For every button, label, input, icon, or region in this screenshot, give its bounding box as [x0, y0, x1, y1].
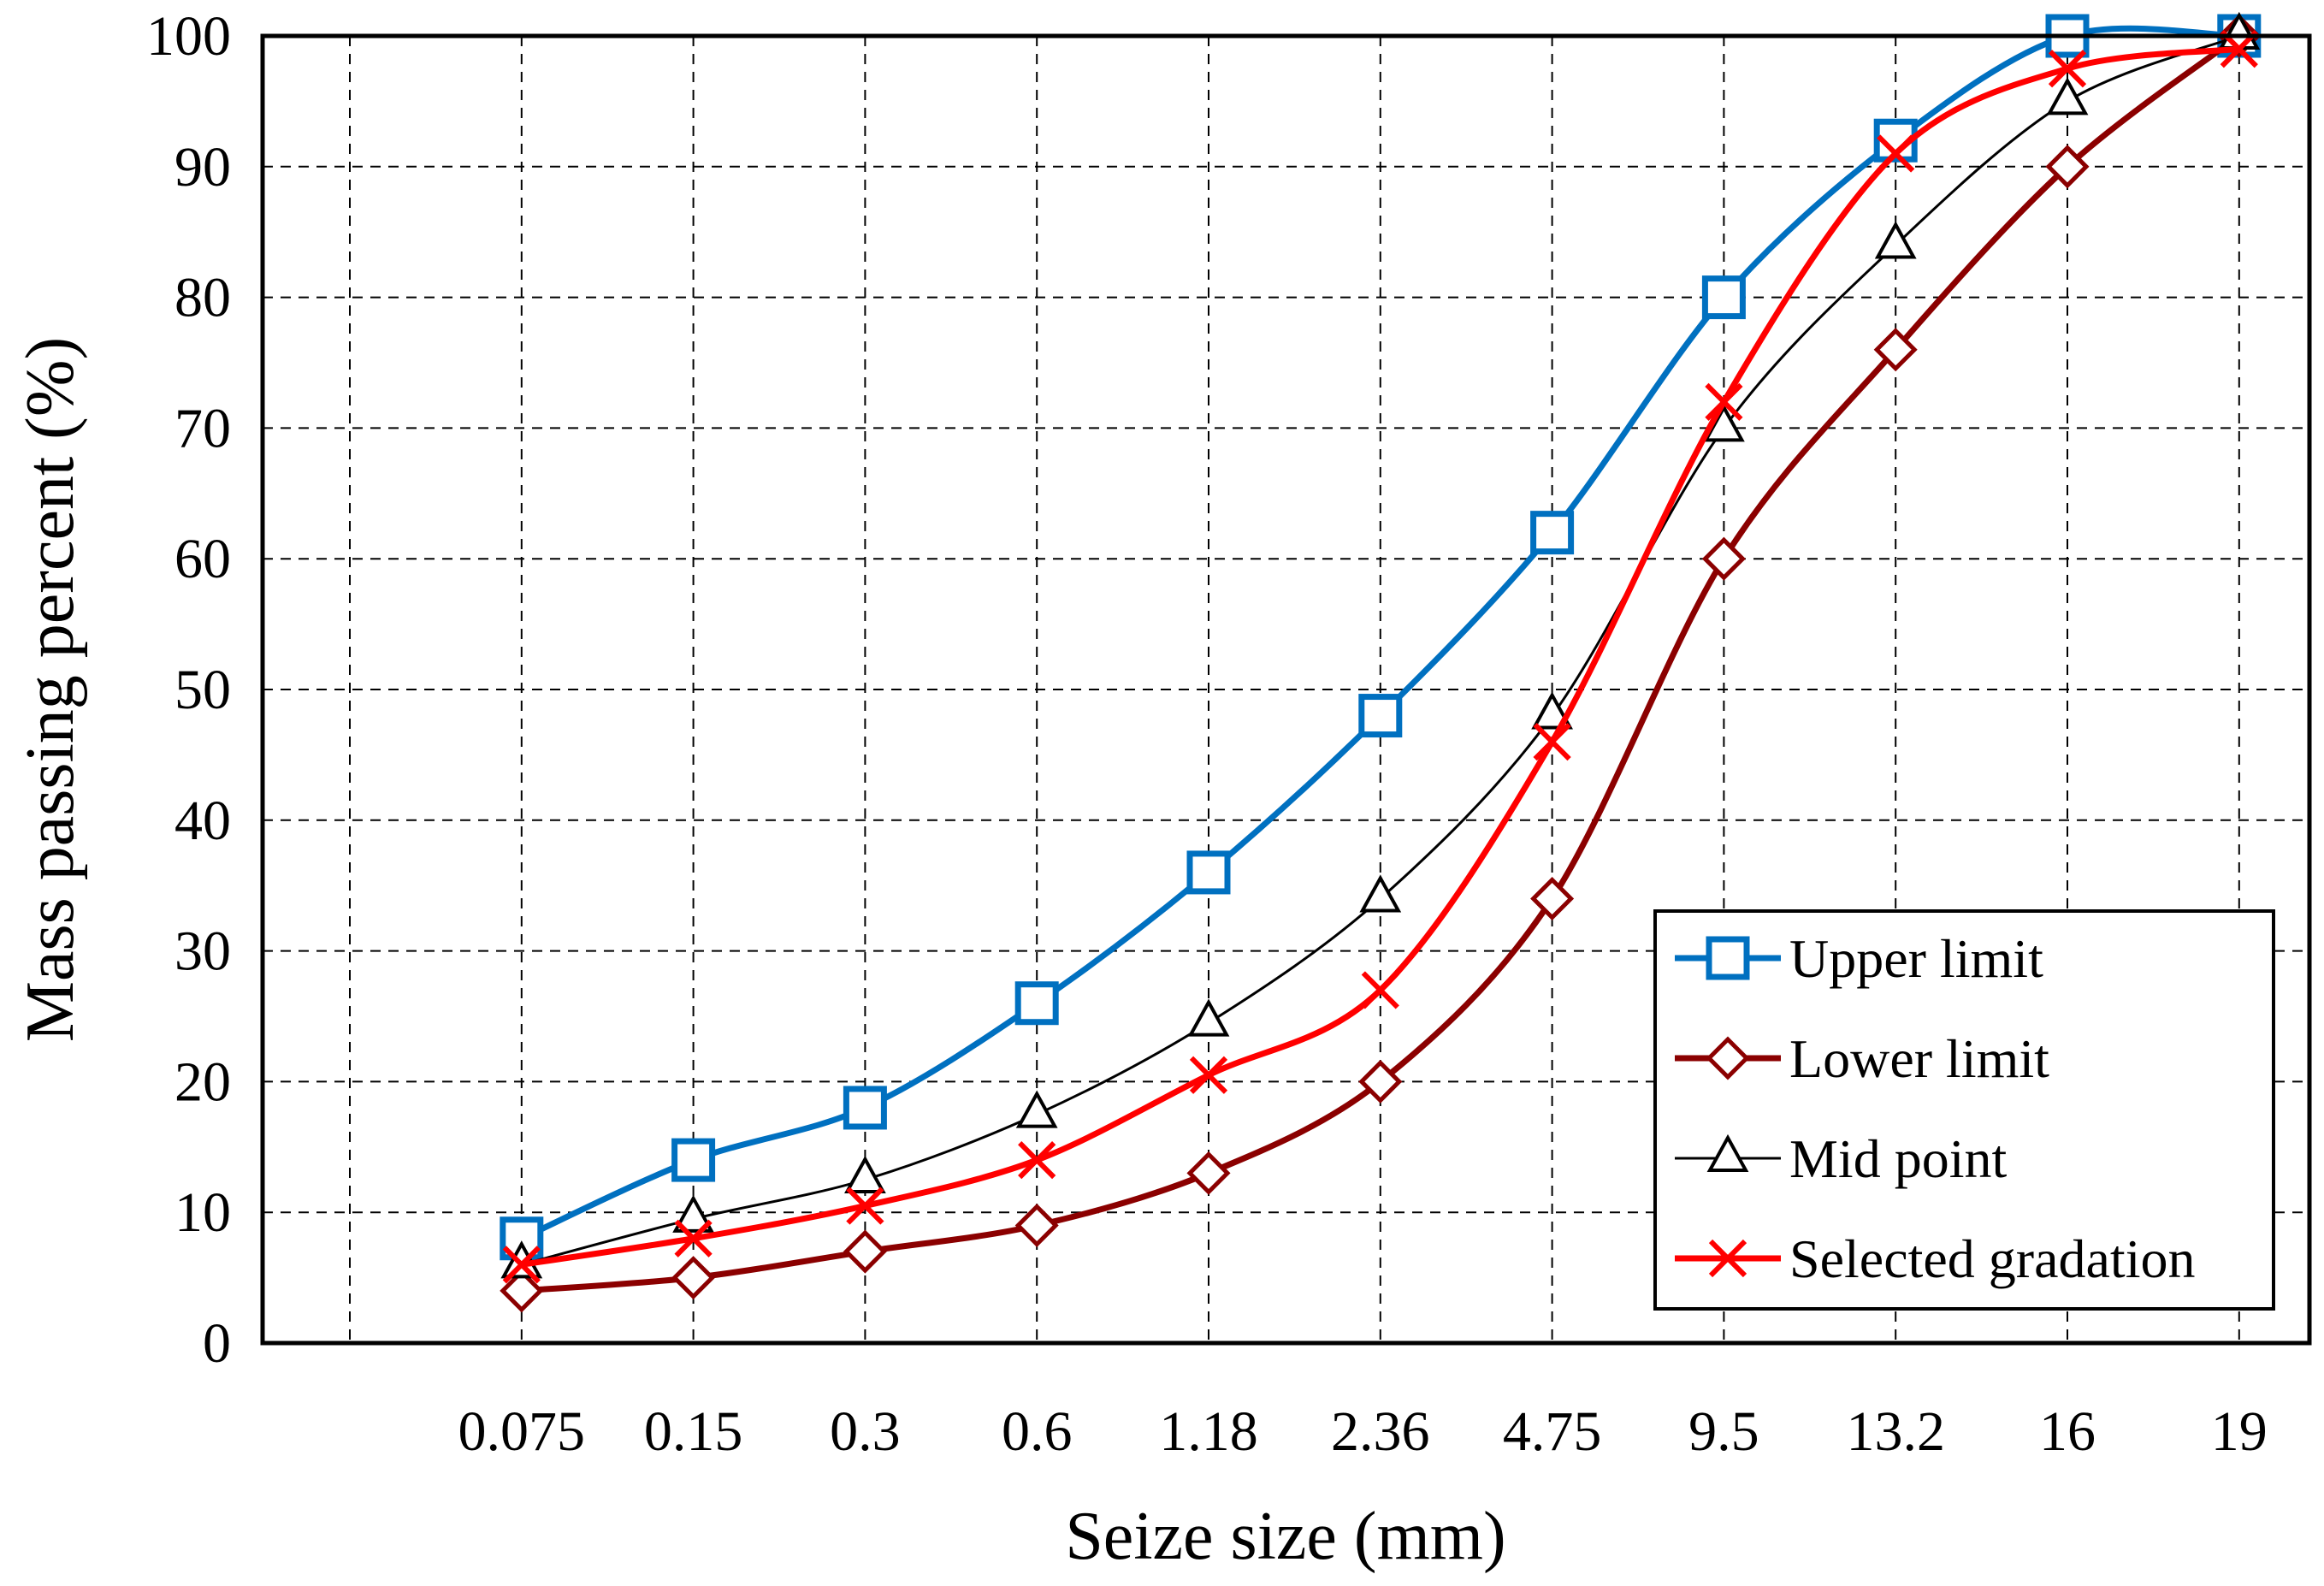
legend-label: Selected gradation [1789, 1228, 2195, 1289]
data-point [1874, 221, 1917, 259]
legend-frame [1653, 909, 2275, 1311]
y-tick-label: 40 [174, 790, 231, 852]
data-point [1359, 874, 1402, 913]
x-tick-label: 1.18 [1159, 1400, 1258, 1463]
data-point [1358, 1059, 1403, 1104]
data-point [671, 1256, 716, 1300]
y-tick-label: 60 [174, 528, 231, 590]
y-axis-ticks: 0 10 20 30 40 50 60 70 80 90 100 [146, 5, 231, 1375]
data-point [844, 1155, 886, 1193]
data-point [843, 1229, 887, 1274]
data-point [500, 1269, 544, 1313]
x-axis-title: Seize size (mm) [1065, 1499, 1505, 1574]
data-point [1361, 971, 1399, 1009]
data-point [672, 1194, 714, 1233]
x-tick-label: 2.36 [1331, 1400, 1430, 1463]
x-tick-label: 9.5 [1688, 1400, 1759, 1463]
series-line-mid-point [521, 34, 2240, 1266]
y-tick-label: 100 [146, 5, 231, 68]
data-point [1531, 691, 1573, 730]
y-tick-label: 10 [174, 1181, 231, 1244]
x-tick-label: 13.2 [1846, 1400, 1945, 1463]
x-tick-label: 19 [2211, 1400, 2268, 1463]
data-point [1186, 850, 1231, 895]
data-point [1186, 1151, 1231, 1195]
x-tick-label: 0.3 [830, 1400, 901, 1463]
data-point [1014, 981, 1059, 1026]
y-tick-label: 80 [174, 267, 231, 329]
y-tick-label: 90 [174, 136, 231, 198]
x-tick-label: 0.6 [1002, 1400, 1073, 1463]
y-tick-label: 50 [174, 659, 231, 721]
x-tick-label: 0.15 [644, 1400, 743, 1463]
data-point [1877, 134, 1915, 173]
x-tick-label: 0.075 [458, 1400, 586, 1463]
data-point [1530, 876, 1575, 921]
data-point [1018, 1140, 1056, 1180]
legend: Upper limit Lower limit Mid point Selected … [1653, 909, 2275, 1311]
data-point [502, 1246, 541, 1284]
data-point [1701, 536, 1746, 581]
data-point [1015, 1090, 1058, 1128]
series-lower-limit [500, 14, 2262, 1313]
data-point [843, 1086, 887, 1130]
x-tick-label: 4.75 [1503, 1400, 1602, 1463]
legend-label: Lower limit [1789, 1028, 2049, 1089]
y-axis-title: Mass passing percent (%) [13, 337, 88, 1042]
legend-marker-triangle-icon [1706, 1133, 1749, 1172]
data-point [1189, 1056, 1228, 1094]
data-point [2045, 145, 2090, 189]
data-point [1358, 694, 1403, 738]
y-tick-label: 0 [203, 1312, 231, 1375]
data-point [1533, 722, 1571, 761]
data-point [1187, 998, 1230, 1037]
y-tick-label: 20 [174, 1050, 231, 1113]
series-line-selected-gradation [521, 45, 2240, 1268]
data-point [1701, 275, 1746, 320]
data-point [1014, 1203, 1059, 1248]
data-point [671, 1138, 716, 1182]
plot-area-frame [260, 33, 2312, 1346]
legend-label: Mid point [1789, 1128, 2007, 1189]
y-tick-label: 30 [174, 920, 231, 983]
y-tick-label: 70 [174, 397, 231, 459]
data-point [1530, 511, 1575, 555]
data-point [1873, 328, 1918, 372]
data-point [2048, 50, 2087, 88]
x-axis-ticks: 0.075 0.15 0.3 0.6 1.18 2.36 4.75 9.5 13.2 16 19 [458, 1400, 2268, 1463]
data-point [2046, 77, 2089, 115]
series-layer [500, 11, 2262, 1313]
series-upper-limit [500, 14, 2262, 1261]
legend-label: Upper limit [1789, 928, 2043, 989]
data-point [846, 1187, 884, 1225]
legend-marker-x-icon [1708, 1239, 1747, 1278]
legend-marker-square-icon [1706, 936, 1750, 980]
x-tick-label: 16 [2039, 1400, 2096, 1463]
data-point [1705, 382, 1743, 421]
legend-marker-diamond-icon [1706, 1036, 1750, 1080]
series-selected-gradation [502, 30, 2258, 1284]
data-point [674, 1219, 713, 1258]
